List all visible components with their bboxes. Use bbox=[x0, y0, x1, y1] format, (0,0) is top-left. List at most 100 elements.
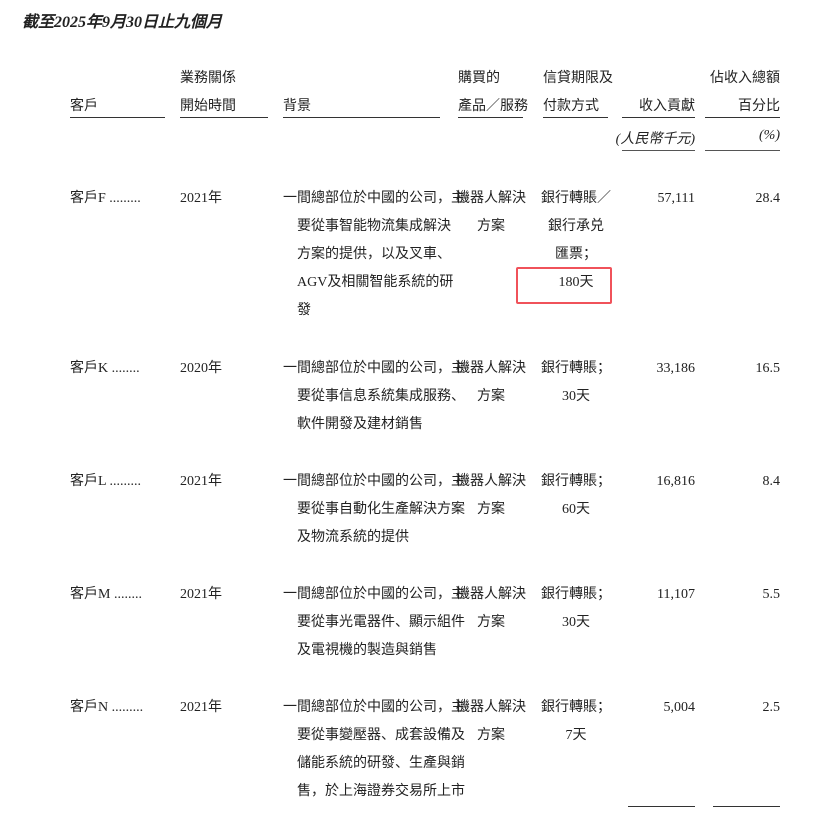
background-line: 一間總部位於中國的公司，主 bbox=[283, 474, 465, 489]
customer-name: 客戶F ......... bbox=[70, 191, 141, 206]
credit-terms: 銀行轉賬／ 銀行承兑匯票； 180天 bbox=[538, 185, 614, 297]
background-line: 要從事光電器件、顯示組件 bbox=[297, 615, 465, 630]
background-line: 要從事信息系統集成服務、 bbox=[297, 389, 465, 404]
revenue-value: 33,186 bbox=[656, 361, 696, 376]
credit-line: 銀行轉賬／ bbox=[541, 191, 611, 206]
credit-line: 30天 bbox=[562, 615, 590, 630]
background-line: 一間總部位於中國的公司，主 bbox=[283, 361, 465, 376]
background-line: 一間總部位於中國的公司，主 bbox=[283, 700, 465, 715]
product-line: 方案 bbox=[477, 728, 505, 743]
start-year: 2021年 bbox=[180, 587, 222, 602]
unit-divider bbox=[622, 150, 695, 151]
background-line: 發 bbox=[297, 303, 311, 318]
product-text: 機器人解決 方案 bbox=[456, 355, 526, 411]
credit-terms: 銀行轉賬； 30天 bbox=[538, 355, 614, 411]
header-divider bbox=[180, 117, 268, 118]
credit-line: 180天 bbox=[558, 275, 594, 290]
percentage-value: 2.5 bbox=[762, 700, 781, 715]
background-line: 售，於上海證券交易所上市 bbox=[297, 784, 465, 799]
background-line: 方案的提供，以及叉車、 bbox=[297, 247, 451, 262]
product-line: 方案 bbox=[477, 615, 505, 630]
header-pct-unit: (%) bbox=[759, 128, 780, 143]
header-divider bbox=[622, 117, 695, 118]
header-credit-line1: 信貸期限及 bbox=[543, 71, 613, 86]
header-divider bbox=[705, 117, 780, 118]
total-divider bbox=[628, 806, 695, 807]
percentage-value: 28.4 bbox=[755, 191, 781, 206]
start-year: 2021年 bbox=[180, 700, 222, 715]
credit-terms: 銀行轉賬； 60天 bbox=[538, 468, 614, 524]
product-text: 機器人解決 方案 bbox=[456, 468, 526, 524]
credit-line: 7天 bbox=[565, 728, 587, 743]
customer-name: 客戶M ........ bbox=[70, 587, 142, 602]
revenue-value: 16,816 bbox=[656, 474, 696, 489]
background-text: 一間總部位於中國的公司，主要從事光電器件、顯示組件 及電視機的製造與銷售 bbox=[283, 581, 465, 665]
background-text: 一間總部位於中國的公司，主 要從事智能物流集成解決 方案的提供，以及叉車、 AGV及相… bbox=[283, 185, 465, 325]
background-line: 要從事自動化生產解決方案 bbox=[297, 502, 465, 517]
background-text: 一間總部位於中國的公司，主要從事自動化生產解決方案 及物流系統的提供 bbox=[283, 468, 465, 552]
background-text: 一間總部位於中國的公司，主要從事變壓器、成套設備及 儲能系統的研發、生產與銷 售，於… bbox=[283, 694, 465, 806]
product-line: 機器人解決 bbox=[456, 700, 526, 715]
product-line: 機器人解決 bbox=[456, 191, 526, 206]
revenue-value: 57,111 bbox=[657, 191, 695, 206]
product-text: 機器人解決 方案 bbox=[456, 694, 526, 750]
background-line: 及物流系統的提供 bbox=[297, 530, 409, 545]
header-divider bbox=[283, 117, 440, 118]
unit-divider bbox=[705, 150, 780, 151]
header-product-line2: 產品／服務 bbox=[458, 99, 528, 114]
credit-line: 銀行轉賬； bbox=[541, 587, 611, 602]
credit-line: 30天 bbox=[562, 389, 590, 404]
product-line: 方案 bbox=[477, 219, 505, 234]
credit-terms: 銀行轉賬； 30天 bbox=[538, 581, 614, 637]
start-year: 2021年 bbox=[180, 191, 222, 206]
product-text: 機器人解決 方案 bbox=[456, 581, 526, 637]
background-line: 一間總部位於中國的公司，主 bbox=[283, 191, 465, 206]
credit-line: 60天 bbox=[562, 502, 590, 517]
background-line: 儲能系統的研發、生產與銷 bbox=[297, 756, 465, 771]
header-pct-line1: 佔收入總額 bbox=[710, 71, 780, 86]
credit-line: 銀行承兑 bbox=[548, 219, 604, 234]
product-text: 機器人解決 方案 bbox=[456, 185, 526, 241]
product-line: 方案 bbox=[477, 389, 505, 404]
highlight-box bbox=[516, 267, 612, 304]
credit-line: 銀行轉賬； bbox=[541, 361, 611, 376]
background-line: 軟件開發及建材銷售 bbox=[297, 417, 423, 432]
product-line: 機器人解決 bbox=[456, 361, 526, 376]
background-line: AGV及相關智能系統的研 bbox=[297, 275, 454, 290]
credit-line: 匯票； bbox=[555, 247, 597, 262]
table-title: 截至2025年9月30日止九個月 bbox=[22, 14, 223, 31]
credit-line: 銀行轉賬； bbox=[541, 474, 611, 489]
header-divider bbox=[458, 117, 523, 118]
header-start-line2: 開始時間 bbox=[180, 99, 236, 114]
header-revenue: 收入貢獻 bbox=[639, 99, 695, 114]
header-product-line1: 購買的 bbox=[458, 71, 500, 86]
background-line: 要從事變壓器、成套設備及 bbox=[297, 728, 465, 743]
header-customer: 客戶 bbox=[70, 99, 98, 114]
background-line: 一間總部位於中國的公司，主 bbox=[283, 587, 465, 602]
background-line: 要從事智能物流集成解決 bbox=[297, 219, 451, 234]
header-divider bbox=[543, 117, 608, 118]
header-credit-line2: 付款方式 bbox=[543, 99, 599, 114]
header-background: 背景 bbox=[283, 99, 311, 114]
credit-terms: 銀行轉賬； 7天 bbox=[538, 694, 614, 750]
product-line: 機器人解決 bbox=[456, 474, 526, 489]
background-text: 一間總部位於中國的公司，主要從事信息系統集成服務、 軟件開發及建材銷售 bbox=[283, 355, 465, 439]
revenue-value: 11,107 bbox=[657, 587, 695, 602]
header-start-line1: 業務關係 bbox=[180, 71, 236, 86]
header-pct-line2: 百分比 bbox=[738, 99, 780, 114]
customer-name: 客戶K ........ bbox=[70, 361, 140, 376]
percentage-value: 8.4 bbox=[762, 474, 781, 489]
product-line: 方案 bbox=[477, 502, 505, 517]
percentage-value: 5.5 bbox=[762, 587, 781, 602]
start-year: 2020年 bbox=[180, 361, 222, 376]
start-year: 2021年 bbox=[180, 474, 222, 489]
customer-name: 客戶L ......... bbox=[70, 474, 142, 489]
product-line: 機器人解決 bbox=[456, 587, 526, 602]
total-divider bbox=[713, 806, 780, 807]
credit-line: 銀行轉賬； bbox=[541, 700, 611, 715]
percentage-value: 16.5 bbox=[755, 361, 781, 376]
header-revenue-unit: (人民幣千元) bbox=[615, 132, 695, 147]
customer-name: 客戶N ......... bbox=[70, 700, 144, 715]
background-line: 及電視機的製造與銷售 bbox=[297, 643, 437, 658]
revenue-value: 5,004 bbox=[663, 700, 696, 715]
